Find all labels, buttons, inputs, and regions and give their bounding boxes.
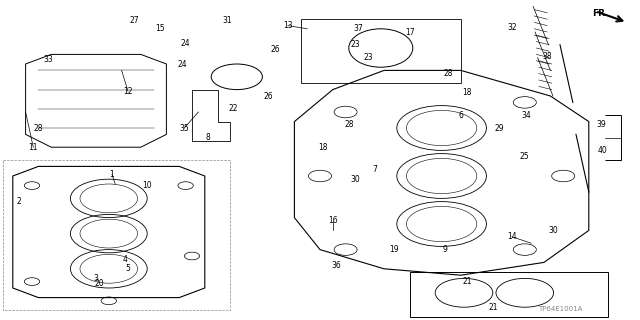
Text: 17: 17 bbox=[404, 28, 415, 36]
Text: 5: 5 bbox=[125, 264, 131, 273]
Text: 1: 1 bbox=[109, 170, 115, 179]
Text: 2: 2 bbox=[17, 197, 22, 206]
Text: 6: 6 bbox=[458, 111, 463, 120]
Text: 3: 3 bbox=[93, 274, 99, 283]
Text: 28: 28 bbox=[344, 120, 353, 129]
Text: 8: 8 bbox=[205, 133, 211, 142]
Text: 22: 22 bbox=[229, 104, 238, 113]
Text: 19: 19 bbox=[388, 245, 399, 254]
Text: 25: 25 bbox=[520, 152, 530, 161]
Text: 9: 9 bbox=[442, 245, 447, 254]
Text: 37: 37 bbox=[353, 24, 364, 33]
Text: 30: 30 bbox=[548, 226, 559, 235]
Text: 21: 21 bbox=[463, 277, 472, 286]
Text: 24: 24 bbox=[177, 60, 188, 68]
Text: 30: 30 bbox=[350, 175, 360, 184]
Text: 23: 23 bbox=[363, 53, 373, 62]
Text: 12: 12 bbox=[124, 87, 132, 96]
Text: 29: 29 bbox=[494, 124, 504, 132]
Text: 36: 36 bbox=[331, 261, 341, 270]
Text: 14: 14 bbox=[507, 232, 517, 241]
Text: 20: 20 bbox=[94, 279, 104, 288]
Text: 28: 28 bbox=[444, 69, 452, 78]
Text: 27: 27 bbox=[129, 16, 140, 25]
Text: 15: 15 bbox=[155, 24, 165, 33]
Text: 16: 16 bbox=[328, 216, 338, 225]
Text: 26: 26 bbox=[270, 45, 280, 54]
Text: 28: 28 bbox=[34, 124, 43, 132]
Text: 31: 31 bbox=[222, 16, 232, 25]
Text: 33: 33 bbox=[43, 55, 53, 64]
Text: 34: 34 bbox=[521, 111, 531, 120]
Text: 18: 18 bbox=[463, 88, 472, 97]
Text: 26: 26 bbox=[264, 92, 274, 100]
Text: 7: 7 bbox=[372, 165, 377, 174]
Text: 40: 40 bbox=[598, 146, 608, 155]
Text: 11: 11 bbox=[29, 143, 38, 152]
Text: 18: 18 bbox=[319, 143, 328, 152]
Text: 35: 35 bbox=[179, 124, 189, 132]
Text: 10: 10 bbox=[142, 181, 152, 190]
Text: 21: 21 bbox=[488, 303, 497, 312]
Text: 32: 32 bbox=[507, 23, 517, 32]
Text: 39: 39 bbox=[596, 120, 607, 129]
Text: 13: 13 bbox=[283, 21, 293, 30]
Text: 23: 23 bbox=[350, 40, 360, 49]
Text: TP64E1001A: TP64E1001A bbox=[538, 306, 582, 312]
Text: FR.: FR. bbox=[592, 9, 609, 18]
Text: 38: 38 bbox=[542, 52, 552, 60]
Text: 24: 24 bbox=[180, 39, 191, 48]
Text: 4: 4 bbox=[122, 255, 127, 264]
